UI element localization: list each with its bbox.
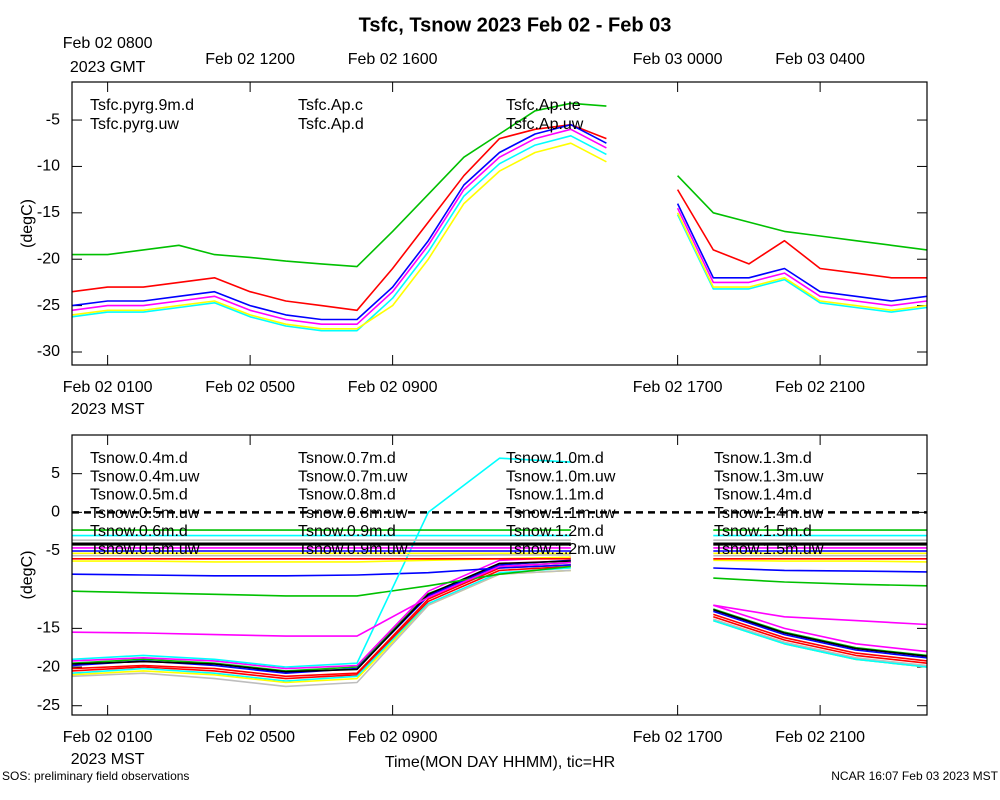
legend-entry: Tsfc.Ap.ue [506, 97, 581, 114]
footer-left: SOS: preliminary field observations [2, 769, 189, 783]
y-tick-label: -25 [37, 297, 60, 314]
series-line [72, 123, 927, 321]
series-line [72, 457, 927, 668]
legend-entry: Tsnow.0.7m.d [298, 450, 396, 467]
legend-entry: Tsnow.0.5m.uw [90, 505, 200, 522]
x-tick-label: Feb 02 0900 [348, 379, 438, 396]
legend-entry: Tsnow.0.8m.d [298, 487, 396, 504]
y-axis-label: (degC) [19, 199, 36, 248]
plot-frame [71, 434, 928, 716]
x-tick-label: Feb 02 1700 [633, 729, 723, 746]
plot-frame [71, 81, 928, 366]
y-tick-label: -25 [37, 697, 60, 714]
footer-right: NCAR 16:07 Feb 03 2023 MST [831, 769, 998, 783]
y-tick-label: -15 [37, 620, 60, 637]
legend-entry: Tsnow.1.3m.uw [714, 468, 824, 485]
legend-entry: Tsnow.0.6m.d [90, 523, 188, 540]
legend-entry: Tsnow.0.4m.d [90, 450, 188, 467]
x2-tick-label: Feb 02 1600 [348, 51, 438, 68]
series-line [72, 564, 927, 678]
y-tick-label: -10 [37, 158, 60, 175]
legend-entry: Tsnow.1.1m.uw [506, 505, 616, 522]
y-tick-label: -20 [37, 658, 60, 675]
series-line [72, 135, 927, 332]
legend-entry: Tsnow.1.2m.uw [506, 541, 616, 558]
x-tick-label: Feb 02 0100 [63, 729, 153, 746]
series-line [72, 102, 927, 268]
legend-entry: Tsnow.0.9m.d [298, 523, 396, 540]
legend-entry: Tsnow.1.0m.d [506, 450, 604, 467]
y-tick-label: -5 [46, 542, 60, 559]
legend-entry: Tsnow.1.0m.uw [506, 468, 616, 485]
x-tick-label: Feb 02 1700 [633, 379, 723, 396]
x2-tick-label: Feb 02 0800 [63, 35, 153, 52]
legend-entry: Tsnow.1.4m.d [714, 487, 812, 504]
series-line [72, 569, 927, 688]
plot-lines [72, 457, 927, 688]
legend-entry: Tsnow.1.1m.d [506, 487, 604, 504]
legend-entry: Tsnow.0.5m.d [90, 487, 188, 504]
legend-entry: Tsnow.1.3m.d [714, 450, 812, 467]
legend-entry: Tsfc.Ap.c [298, 97, 363, 114]
x2-tick-label: Feb 02 1200 [205, 51, 295, 68]
legend-entry: Tsnow.1.4m.uw [714, 505, 824, 522]
y-tick-label: 5 [51, 465, 60, 482]
figure-title: Tsfc, Tsnow 2023 Feb 02 - Feb 03 [359, 14, 672, 36]
series-line [72, 564, 927, 577]
series-line [72, 123, 927, 312]
legend-entry: Tsnow.1.5m.d [714, 523, 812, 540]
x-axis-label: Time(MON DAY HHMM), tic=HR [385, 754, 615, 771]
x-zone-note: 2023 MST [71, 401, 145, 418]
x2-tick-label: Feb 03 0400 [775, 51, 865, 68]
legend-entry: Tsnow.0.8m.uw [298, 505, 408, 522]
y-tick-label: -30 [37, 343, 60, 360]
y-tick-label: -5 [46, 111, 60, 128]
legend-entry: Tsfc.pyrg.9m.d [90, 97, 194, 114]
legend-entry: Tsfc.Ap.uw [506, 116, 584, 133]
legend-entry: Tsfc.Ap.d [298, 116, 364, 133]
legend-entry: Tsnow.0.4m.uw [90, 468, 200, 485]
series-line [72, 565, 927, 597]
y-axis-label: (degC) [19, 551, 36, 600]
x-tick-label: Feb 02 2100 [775, 729, 865, 746]
legend-entry: Tsnow.1.5m.uw [714, 541, 824, 558]
series-line [72, 554, 927, 557]
x-tick-label: Feb 02 0500 [205, 379, 295, 396]
legend-entry: Tsnow.0.6m.uw [90, 541, 200, 558]
x-tick-label: Feb 02 0500 [205, 729, 295, 746]
series-line [72, 142, 927, 330]
y-tick-label: 0 [51, 504, 60, 521]
legend-entry: Tsnow.0.7m.uw [298, 468, 408, 485]
plot-lines [72, 102, 927, 332]
series-line [72, 561, 927, 637]
series-line [72, 556, 927, 670]
y-tick-label: -15 [37, 204, 60, 221]
x-tick-label: Feb 02 0100 [63, 379, 153, 396]
y-tick-label: -20 [37, 250, 60, 267]
legend-entry: Tsnow.0.9m.uw [298, 541, 408, 558]
x-tick-label: Feb 02 0900 [348, 729, 438, 746]
series-line [72, 128, 927, 325]
x2-tick-label: Feb 03 0000 [633, 51, 723, 68]
x-tick-label: Feb 02 2100 [775, 379, 865, 396]
x2-zone-note: 2023 GMT [70, 59, 146, 76]
x-zone-note: 2023 MST [71, 751, 145, 768]
legend-entry: Tsnow.1.2m.d [506, 523, 604, 540]
legend-entry: Tsfc.pyrg.uw [90, 116, 179, 133]
